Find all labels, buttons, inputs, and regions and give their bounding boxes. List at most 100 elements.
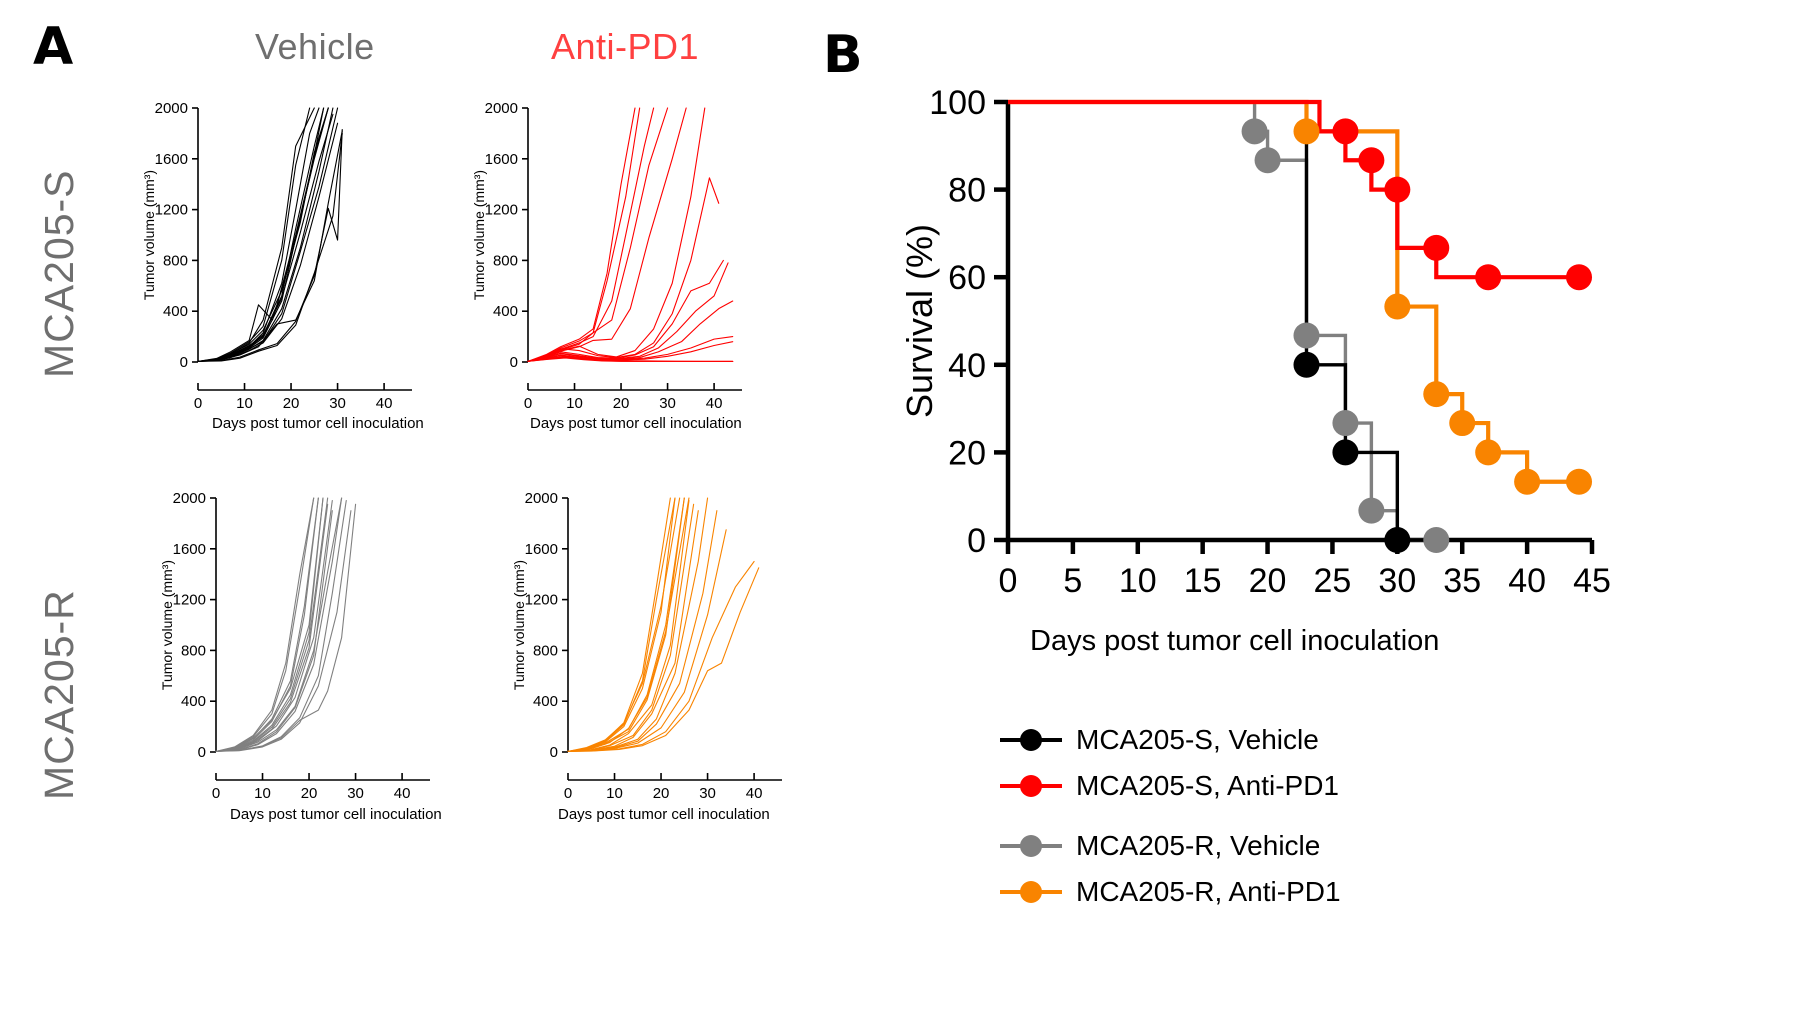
growth-ytick-label: 800 [493,252,518,269]
growth-xtick-label: 40 [746,785,763,802]
growth-xtick-label: 10 [236,395,253,412]
growth-trace [527,107,706,362]
survival-event-marker [1241,118,1268,145]
survival-event-marker [1293,351,1320,378]
growth-trace [215,497,343,752]
survival-xtick-label: 30 [1378,562,1416,600]
growth-ytick-label: 1600 [525,541,558,558]
growth-ytick-label: 0 [180,354,188,371]
growth-ytick-label: 2000 [173,490,206,507]
growth-svg: 0 400 800 1200 1600 2000 Tumor volume (mm³) 0 10… [159,490,430,802]
growth-xtick-label: 30 [329,395,346,412]
survival-event-marker [1358,147,1385,174]
survival-event-marker [1566,468,1593,495]
growth-ytick-label: 0 [550,744,558,761]
survival-event-marker [1449,410,1476,437]
panel-letter-a: A [33,17,74,77]
survival-xtick-label: 45 [1573,562,1611,600]
survival-ytick-label: 100 [929,84,986,122]
growth-ytick-label: 400 [181,693,206,710]
survival-event-marker [1514,468,1541,495]
growth-trace [567,497,681,752]
legend-dot [1020,728,1042,751]
growth-ytick-label: 2000 [485,100,518,117]
growth-ytick-label: 800 [533,642,558,659]
growth-ytick-label: 1600 [485,151,518,168]
survival-svg: 0 20 40 60 80 100 0 5 10 15 20 25 30 35 40 45 Survival (… [899,84,1611,600]
growth-xlabel-mca205s-vehicle: Days post tumor cell inoculation [212,415,424,432]
growth-trace [215,497,324,752]
legend-dot [1020,774,1042,797]
growth-xtick-label: 30 [347,785,364,802]
survival-event-marker [1423,381,1450,408]
growth-xtick-label: 0 [564,785,572,802]
growth-trace [527,107,636,362]
growth-xlabel-mca205r-vehicle: Days post tumor cell inoculation [230,806,442,823]
column-header-antipd1: Anti-PD1 [551,26,700,67]
growth-xtick-label: 40 [706,395,723,412]
growth-xtick-label: 10 [254,785,271,802]
growth-trace [527,177,720,362]
growth-ylabel: Tumor volume (mm³) [141,170,157,300]
growth-xtick-label: 0 [194,395,202,412]
survival-step-line [1008,100,1437,542]
survival-xtick-label: 0 [999,562,1018,600]
survival-event-marker [1475,439,1502,466]
growth-svg: 0 400 800 1200 1600 2000 Tumor volume (mm³) 0 10… [511,490,782,802]
survival-event-marker [1332,118,1359,145]
growth-xtick-label: 40 [394,785,411,802]
growth-trace [567,503,695,752]
growth-ylabel: Tumor volume (mm³) [511,560,527,690]
growth-xtick-label: 20 [653,785,670,802]
growth-plot-mca205r-vehicle: 0 400 800 1200 1600 2000 Tumor volume (mm³) 0 10… [148,480,438,810]
growth-ytick-label: 2000 [525,490,558,507]
growth-trace [527,262,729,362]
growth-ytick-label: 1200 [155,202,188,219]
growth-trace [197,107,334,362]
survival-xtick-label: 25 [1314,562,1352,600]
survival-plot: 0 20 40 60 80 100 0 5 10 15 20 25 30 35 40 45 Survival (… [880,60,1640,625]
growth-trace [527,107,655,362]
legend-item-mca205s-antipd1[interactable]: MCA205-S, Anti-PD1 [1000,764,1341,807]
growth-ylabel: Tumor volume (mm³) [159,560,175,690]
growth-plot-mca205s-antipd1: 0 400 800 1200 1600 2000 Tumor volume (mm³) 0 10… [460,90,750,420]
survival-event-marker [1384,176,1411,203]
growth-ytick-label: 400 [163,303,188,320]
growth-ytick-label: 1200 [525,592,558,609]
legend-label-mca205r-vehicle: MCA205-R, Vehicle [1076,829,1321,861]
legend-label-mca205s-antipd1: MCA205-S, Anti-PD1 [1076,769,1339,801]
growth-trace [215,497,319,752]
survival-event-marker [1384,293,1411,320]
growth-xtick-label: 30 [659,395,676,412]
growth-trace [527,107,669,362]
survival-xaxis-label: Days post tumor cell inoculation [1030,625,1440,657]
growth-ytick-label: 800 [163,252,188,269]
growth-xtick-label: 0 [524,395,532,412]
legend-item-mca205s-vehicle[interactable]: MCA205-S, Vehicle [1000,718,1341,761]
growth-svg: 0 400 800 1200 1600 2000 Tumor volume (mm³) 0 10… [471,100,742,412]
growth-xlabel-mca205r-antipd1: Days post tumor cell inoculation [558,806,770,823]
growth-xtick-label: 20 [301,785,318,802]
legend-key-mca205s-vehicle [1000,727,1062,753]
growth-ytick-label: 1600 [173,541,206,558]
legend-item-mca205r-antipd1[interactable]: MCA205-R, Anti-PD1 [1000,870,1341,913]
growth-xtick-label: 40 [376,395,393,412]
survival-ytick-label: 80 [948,172,986,210]
legend-key-mca205r-antipd1 [1000,879,1062,905]
legend-key-mca205s-antipd1 [1000,773,1062,799]
survival-ylabel: Survival (%) [899,224,940,418]
survival-xtick-label: 40 [1508,562,1546,600]
survival-ytick-label: 40 [948,347,986,385]
legend-label-mca205r-antipd1: MCA205-R, Anti-PD1 [1076,875,1341,907]
growth-trace [527,259,724,362]
growth-xtick-label: 30 [699,785,716,802]
growth-xtick-label: 20 [613,395,630,412]
row-header-mca205s: MCA205-S [36,169,82,378]
legend-item-mca205r-vehicle[interactable]: MCA205-R, Vehicle [1000,824,1341,867]
legend-label-mca205s-vehicle: MCA205-S, Vehicle [1076,723,1319,755]
growth-ytick-label: 2000 [155,100,188,117]
survival-event-marker [1254,147,1281,174]
growth-trace [197,132,343,362]
legend-dot [1020,880,1042,903]
